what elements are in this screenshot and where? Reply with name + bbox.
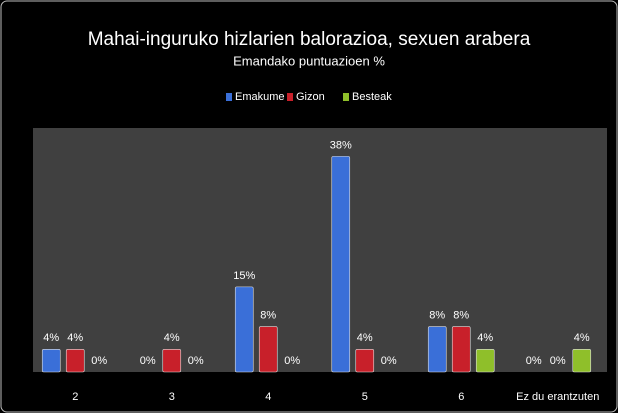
bar	[451, 326, 471, 373]
plot-area	[33, 128, 607, 372]
bar	[41, 349, 61, 373]
legend-swatch	[287, 93, 293, 101]
bar	[427, 326, 447, 373]
x-tick-label: 4	[265, 391, 271, 403]
bar	[234, 286, 254, 373]
data-label: 4%	[43, 332, 59, 344]
data-label: 4%	[477, 332, 493, 344]
data-label: 15%	[233, 270, 255, 282]
data-label: 8%	[429, 310, 445, 322]
legend-label: Besteak	[352, 91, 392, 103]
data-label: 0%	[526, 355, 542, 367]
legend-swatch	[226, 93, 232, 101]
chart-subtitle: Emandako puntuazioen %	[233, 53, 385, 68]
bar	[331, 156, 351, 373]
bar	[475, 349, 495, 373]
bar	[572, 349, 592, 373]
data-label: 8%	[453, 310, 469, 322]
bar	[162, 349, 182, 373]
data-label: 0%	[381, 355, 397, 367]
data-label: 0%	[91, 355, 107, 367]
chart-title: Mahai-inguruko hizlarien balorazioa, sex…	[88, 29, 531, 50]
data-label: 0%	[284, 355, 300, 367]
legend-label: Gizon	[296, 91, 325, 103]
x-tick-label: 5	[362, 391, 368, 403]
bar	[65, 349, 85, 373]
data-label: 0%	[188, 355, 204, 367]
data-label: 4%	[357, 332, 373, 344]
x-tick-label: 3	[169, 391, 175, 403]
data-label: 8%	[260, 310, 276, 322]
data-label: 0%	[140, 355, 156, 367]
x-tick-label: 6	[458, 391, 464, 403]
legend-label: Emakume	[235, 91, 285, 103]
data-label: 0%	[550, 355, 566, 367]
data-label: 4%	[164, 332, 180, 344]
x-tick-label: Ez du erantzuten	[516, 391, 599, 403]
legend-swatch	[343, 93, 349, 101]
bar	[258, 326, 278, 373]
data-label: 38%	[330, 139, 352, 151]
bar	[355, 349, 375, 373]
data-label: 4%	[574, 332, 590, 344]
x-tick-label: 2	[72, 391, 78, 403]
data-label: 4%	[67, 332, 83, 344]
